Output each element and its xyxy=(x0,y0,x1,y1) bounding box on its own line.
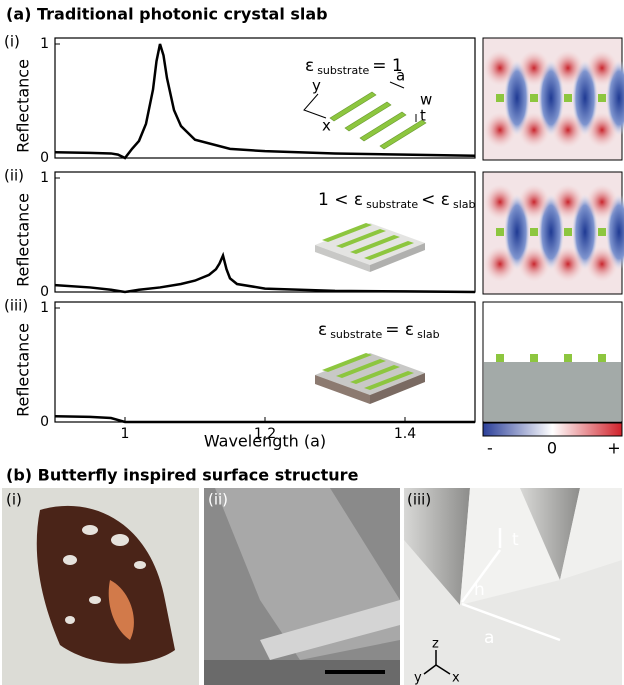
field-lobe xyxy=(586,246,618,282)
inset-label: t xyxy=(420,107,426,125)
inset-label: w xyxy=(420,91,432,109)
annotation-part: < ε xyxy=(421,190,450,210)
field-lobe xyxy=(518,184,550,220)
field-lobe xyxy=(484,184,516,220)
panel-label: (iii) xyxy=(4,297,28,315)
annotation-part: slab xyxy=(417,328,440,341)
annotation: 1 < ε substrate < ε slab xyxy=(318,190,476,211)
y-tick-label: 1 xyxy=(40,300,49,316)
annotation: ε substrate = 1 xyxy=(305,56,403,77)
x-axis-label: Wavelength (a) xyxy=(204,432,326,451)
y-tick-label: 0 xyxy=(40,284,49,300)
slab-rod xyxy=(496,94,504,102)
field-map xyxy=(482,37,624,423)
x-tick-label: 1.2 xyxy=(254,426,276,442)
colorbar-label: - xyxy=(487,439,493,458)
colorbar xyxy=(482,422,623,437)
field-lobe xyxy=(518,50,550,86)
slab-rod xyxy=(598,94,606,102)
annotation-part: = ε xyxy=(385,320,414,340)
slab-rod xyxy=(496,228,504,236)
inset-substrate xyxy=(315,353,425,404)
annotation-part: ε xyxy=(318,320,327,340)
field-lobe xyxy=(552,184,584,220)
slab-rod xyxy=(564,228,572,236)
slab-rod xyxy=(530,228,538,236)
field-lobe xyxy=(552,246,584,282)
plot-frame xyxy=(54,171,476,293)
inset-label: x xyxy=(322,117,331,135)
panel-label: (ii) xyxy=(208,491,228,509)
inset-structure xyxy=(329,91,427,150)
colorbar-label: + xyxy=(607,439,620,458)
colorbar-label: 0 xyxy=(547,439,557,458)
y-tick-label: 1 xyxy=(40,170,49,186)
field-lobe xyxy=(484,50,516,86)
axis-letter: y xyxy=(414,671,422,685)
slab-rod xyxy=(598,228,606,236)
axis-letter: x xyxy=(452,671,460,685)
panel-label: (iii) xyxy=(407,491,431,509)
inset-axes xyxy=(303,81,417,122)
sem-image xyxy=(204,488,400,685)
field-lobe xyxy=(484,246,516,282)
field-lobe xyxy=(552,112,584,148)
field-lobe xyxy=(586,50,618,86)
annotation-part: slab xyxy=(453,198,476,211)
reflectance-curve xyxy=(54,251,476,294)
plot-frame xyxy=(54,37,476,159)
inset-substrate xyxy=(315,223,425,272)
field-lobe xyxy=(586,184,618,220)
dim-label: h xyxy=(474,580,485,600)
y-axis-label: Reflectance xyxy=(14,193,33,287)
y-tick-label: 1 xyxy=(40,36,49,52)
annotation-part: substrate xyxy=(317,64,369,77)
y-axis-label: Reflectance xyxy=(14,323,33,417)
butterfly-photo xyxy=(2,488,199,685)
dim-label: t xyxy=(512,530,519,550)
y-tick-label: 0 xyxy=(40,150,49,166)
panel-label: (i) xyxy=(4,33,20,51)
annotation-part: substrate xyxy=(366,198,418,211)
field-lobe xyxy=(586,112,618,148)
annotation-part: substrate xyxy=(330,328,382,341)
annotation-part: = 1 xyxy=(372,56,402,76)
annotation: ε substrate = ε slab xyxy=(318,320,440,341)
x-tick-label: 1.4 xyxy=(394,426,416,442)
slab-rod xyxy=(530,94,538,102)
panel-label: (ii) xyxy=(4,167,24,185)
section-title: (b) Butterfly inspired surface structure xyxy=(6,466,359,485)
y-tick-label: 0 xyxy=(40,414,49,430)
inset-label: y xyxy=(312,77,321,95)
annotation-part: 1 < ε xyxy=(318,190,363,210)
axis-letter: z xyxy=(432,637,439,652)
y-axis-label: Reflectance xyxy=(14,59,33,153)
section-title: (a) Traditional photonic crystal slab xyxy=(6,5,328,24)
panel-label: (i) xyxy=(6,491,22,509)
inset-label: a xyxy=(396,67,405,85)
dim-label: a xyxy=(484,628,494,648)
x-tick-label: 1 xyxy=(121,426,130,442)
reflectance-curve xyxy=(54,415,475,424)
field-lobe xyxy=(518,246,550,282)
field-lobe xyxy=(484,112,516,148)
ridge-render xyxy=(404,488,622,685)
field-lobe xyxy=(518,112,550,148)
field-lobe xyxy=(552,50,584,86)
slab-rod xyxy=(564,94,572,102)
annotation-part: ε xyxy=(305,56,314,76)
reflectance-curve xyxy=(54,43,476,160)
